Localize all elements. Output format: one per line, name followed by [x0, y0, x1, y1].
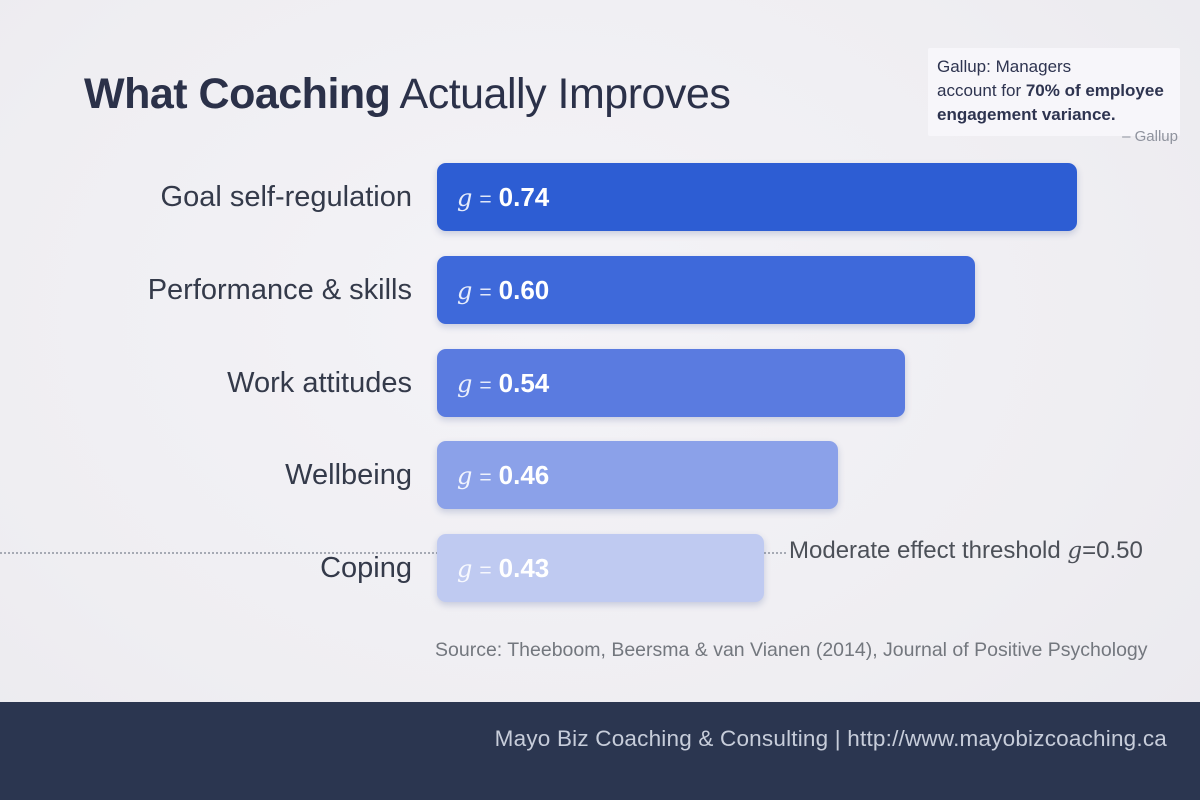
callout-line3-bold: engagement variance.	[937, 105, 1116, 124]
category-label: Work attitudes	[227, 366, 412, 399]
bar-value-label: g = 0.60	[457, 275, 549, 306]
chart-row: Coping g = 0.43	[0, 534, 1200, 602]
g-value: 0.74	[498, 181, 550, 212]
effect-size-bar: g = 0.43	[437, 534, 764, 602]
footer-brand-url: Mayo Biz Coaching & Consulting | http://…	[494, 726, 1167, 751]
callout-line2-regular: account for	[937, 81, 1026, 100]
category-label: Coping	[320, 551, 412, 584]
g-symbol: g	[457, 183, 473, 212]
bar-value-label: g = 0.54	[457, 368, 549, 399]
footer-band: Mayo Biz Coaching & Consulting | http://…	[0, 702, 1200, 800]
g-value: 0.60	[498, 274, 550, 305]
bar-value-label: g = 0.46	[457, 460, 549, 491]
callout-line1: Gallup: Managers	[937, 57, 1072, 76]
effect-size-bar: g = 0.54	[437, 349, 905, 417]
threshold-value: =0.50	[1082, 537, 1143, 564]
chart-row: Performance & skills g = 0.60	[0, 256, 1200, 324]
g-symbol: g	[457, 276, 473, 305]
effect-size-bar: g = 0.60	[437, 256, 975, 324]
moderate-threshold-line	[0, 552, 786, 554]
gallup-callout-box: Gallup: Managers account for 70% of empl…	[928, 48, 1180, 136]
category-label: Performance & skills	[147, 273, 412, 306]
effect-size-bar: g = 0.74	[437, 163, 1077, 231]
chart-row: Goal self-regulation g = 0.74	[0, 163, 1200, 231]
page-title-bold: What Coaching	[84, 70, 391, 118]
equals-sign: =	[479, 373, 492, 397]
source-citation: Source: Theeboom, Beersma & van Vianen (…	[435, 639, 1148, 661]
g-symbol: g	[457, 554, 473, 583]
callout-line2-bold: 70% of employee	[1025, 81, 1164, 100]
category-label: Wellbeing	[285, 458, 412, 491]
g-value: 0.54	[498, 367, 550, 398]
g-value: 0.43	[498, 552, 550, 583]
g-symbol: g	[457, 369, 473, 398]
g-value: 0.46	[498, 459, 550, 490]
equals-sign: =	[479, 465, 492, 489]
equals-sign: =	[479, 187, 492, 211]
chart-row: Work attitudes g = 0.54	[0, 349, 1200, 417]
category-label: Goal self-regulation	[160, 180, 412, 213]
moderate-threshold-label: Moderate effect threshold g=0.50	[789, 537, 1143, 565]
equals-sign: =	[479, 558, 492, 582]
callout-attribution: – Gallup	[1122, 128, 1178, 145]
threshold-label-text: Moderate effect threshold	[789, 537, 1061, 564]
g-symbol: g	[457, 461, 473, 490]
equals-sign: =	[479, 280, 492, 304]
bar-value-label: g = 0.43	[457, 553, 549, 584]
threshold-g-symbol: g	[1067, 538, 1083, 564]
bar-value-label: g = 0.74	[457, 182, 549, 213]
chart-row: Wellbeing g = 0.46	[0, 441, 1200, 509]
effect-size-bar: g = 0.46	[437, 441, 838, 509]
page-title: What Coaching Actually Improves	[84, 70, 731, 119]
page-title-regular: Actually Improves	[390, 70, 731, 118]
